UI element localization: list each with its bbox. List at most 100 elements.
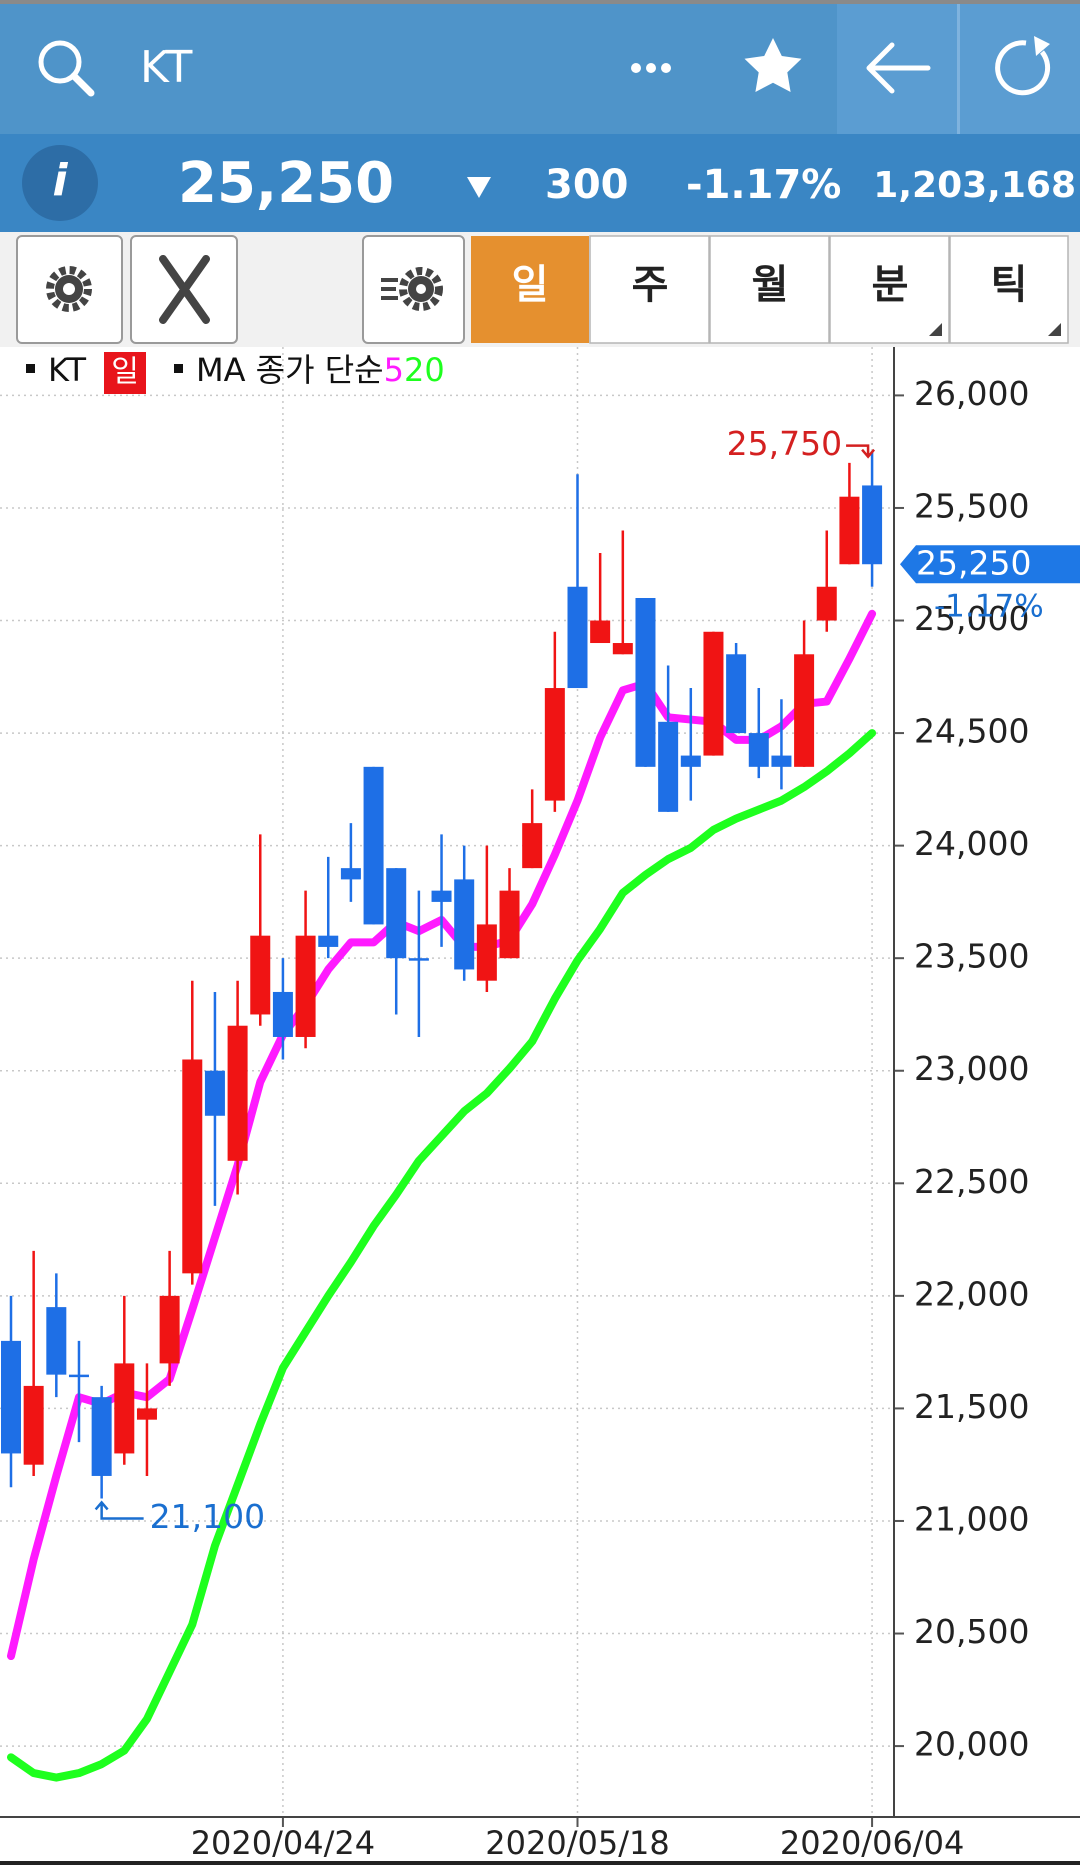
y-tick-label: 26,000 bbox=[914, 374, 1029, 413]
candle-body bbox=[499, 890, 520, 959]
y-tick-label: 22,500 bbox=[914, 1162, 1029, 1201]
back-icon[interactable] bbox=[866, 42, 931, 94]
x-tick-label: 2020/04/24 bbox=[191, 1824, 375, 1862]
min-pointer bbox=[94, 1500, 144, 1520]
candle-body bbox=[340, 868, 361, 880]
candle-body bbox=[227, 1025, 248, 1161]
info-icon: i bbox=[52, 155, 68, 206]
info-button[interactable] bbox=[22, 145, 98, 221]
legend-label: MA 종가 단순520 bbox=[196, 351, 445, 389]
candle-body bbox=[703, 631, 724, 756]
tab-label[interactable]: 월 bbox=[752, 262, 789, 308]
candle-body bbox=[91, 1397, 112, 1476]
candle-body bbox=[748, 733, 769, 767]
max-label: 25,750 bbox=[727, 424, 842, 463]
chart-area bbox=[0, 347, 1080, 1861]
candle-body bbox=[476, 924, 497, 981]
status-strip bbox=[0, 0, 1080, 4]
dropdown-mark bbox=[1048, 323, 1061, 336]
legend-label: KT bbox=[48, 351, 87, 389]
tab-month[interactable] bbox=[709, 235, 830, 344]
min-label: 21,100 bbox=[150, 1497, 265, 1536]
change-pct: -1.17% bbox=[686, 162, 841, 208]
candle-body bbox=[816, 586, 837, 621]
candle-body bbox=[544, 688, 565, 801]
dropdown-mark bbox=[929, 323, 942, 336]
candle-body bbox=[136, 1408, 157, 1420]
candle-body bbox=[771, 755, 792, 767]
legend-marker bbox=[174, 364, 183, 373]
candle-body bbox=[182, 1059, 203, 1274]
tab-day[interactable] bbox=[471, 236, 589, 343]
ma-legend: 20 bbox=[404, 351, 445, 389]
indicator-button[interactable] bbox=[362, 235, 465, 344]
tab-tick[interactable] bbox=[949, 235, 1069, 344]
x-tick-label: 2020/06/04 bbox=[780, 1824, 964, 1862]
candle-body bbox=[23, 1385, 44, 1465]
candle-body bbox=[567, 586, 588, 689]
y-tick-label: 21,500 bbox=[914, 1387, 1029, 1426]
period-tabs: 일 주 월 분 틱 bbox=[471, 235, 1069, 344]
x-tick-label: 2020/05/18 bbox=[485, 1824, 669, 1862]
candle-body bbox=[658, 721, 679, 812]
change: 300 bbox=[545, 162, 629, 208]
tab-label[interactable]: 틱 bbox=[991, 262, 1028, 308]
candle-body bbox=[159, 1295, 180, 1364]
candle-body bbox=[1, 1340, 21, 1454]
candle-body bbox=[635, 598, 656, 767]
tools-button[interactable] bbox=[130, 235, 238, 344]
tab-minute[interactable] bbox=[829, 235, 950, 344]
last-change-label: -1.17% bbox=[934, 589, 1044, 625]
y-tick-label: 23,000 bbox=[914, 1049, 1029, 1088]
ma-line bbox=[7, 729, 877, 1782]
period-badge bbox=[104, 352, 146, 394]
volume: 1,203,168 bbox=[873, 165, 1076, 206]
candle-body bbox=[250, 935, 271, 1015]
plot: 20,000 20,500 21,000 21,500 22,000 22,500 23,0… bbox=[0, 347, 1080, 1862]
candle-body bbox=[363, 766, 384, 925]
y-tick-label: 24,500 bbox=[914, 712, 1029, 751]
tab-label[interactable]: 주 bbox=[632, 262, 669, 308]
candle-body bbox=[612, 643, 633, 655]
max-pointer bbox=[846, 444, 876, 459]
tab-label[interactable]: 일 bbox=[512, 262, 549, 308]
favorite-icon[interactable] bbox=[744, 38, 802, 92]
last-price-tag bbox=[900, 545, 1080, 584]
refresh-button[interactable] bbox=[960, 4, 1080, 134]
candle-body bbox=[839, 496, 860, 565]
candle-body bbox=[272, 991, 293, 1037]
candle-body bbox=[680, 755, 701, 767]
y-tick-label: 24,000 bbox=[914, 824, 1029, 863]
candle-body bbox=[295, 935, 316, 1037]
candle-body bbox=[862, 485, 883, 565]
last-price-label: 25,250 bbox=[916, 544, 1031, 583]
y-tick-label: 20,000 bbox=[914, 1725, 1029, 1764]
symbol: KT bbox=[140, 42, 192, 93]
settings-button[interactable] bbox=[16, 235, 123, 344]
series-group bbox=[1, 451, 883, 1782]
y-tick-label: 22,000 bbox=[914, 1274, 1029, 1313]
down-arrow bbox=[467, 177, 491, 198]
refresh-icon[interactable] bbox=[995, 36, 1051, 96]
more-icon[interactable] bbox=[631, 63, 671, 73]
candle-body bbox=[454, 879, 475, 970]
candle-body bbox=[726, 654, 747, 734]
legend: KT 일 MA 종가 단순520 bbox=[26, 351, 445, 394]
search-icon[interactable] bbox=[38, 40, 95, 97]
bottom-strip bbox=[0, 1861, 1080, 1865]
price: 25,250 bbox=[178, 151, 394, 216]
tab-week[interactable] bbox=[589, 235, 710, 344]
ma-label: MA 종가 단순 bbox=[196, 351, 384, 389]
tab-label[interactable]: 분 bbox=[872, 262, 909, 308]
candle-body bbox=[590, 620, 611, 644]
candle-body bbox=[408, 958, 429, 961]
y-tick-label: 25,500 bbox=[914, 486, 1029, 525]
ma-legend: 5 bbox=[384, 351, 404, 389]
candle-body bbox=[386, 868, 407, 959]
candle-body bbox=[68, 1374, 89, 1378]
legend-marker bbox=[26, 364, 35, 373]
candle-body bbox=[431, 890, 452, 902]
candle-body bbox=[522, 823, 543, 869]
